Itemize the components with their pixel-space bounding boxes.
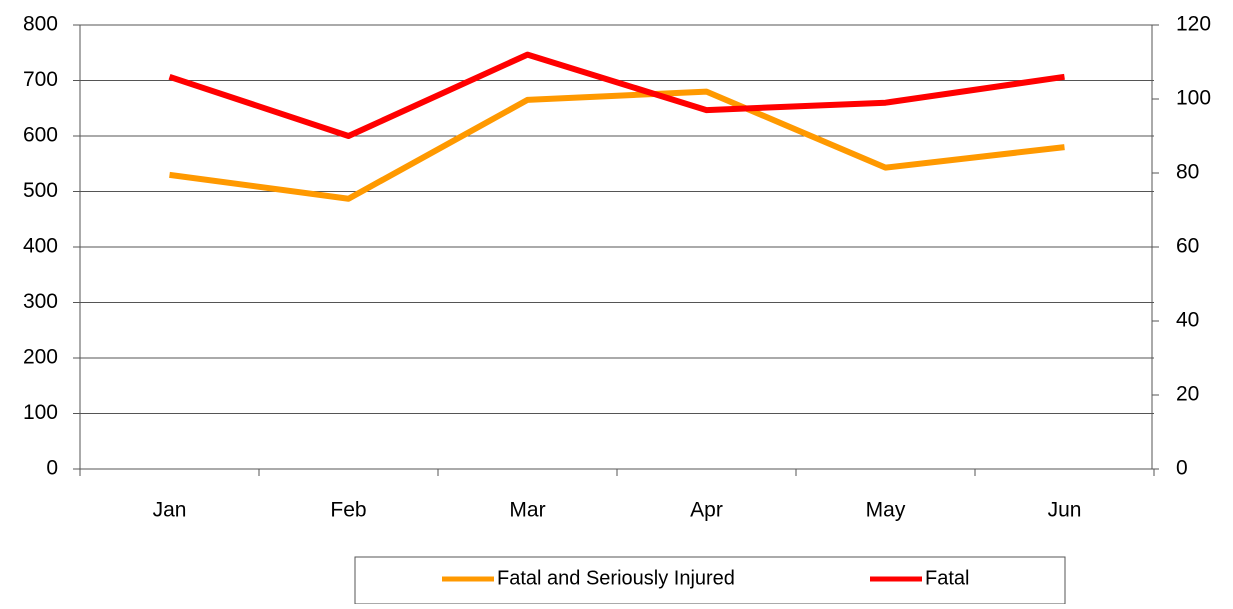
y2-tick-label: 0 xyxy=(1176,457,1188,480)
y2-tick-label: 40 xyxy=(1176,309,1199,332)
series-line xyxy=(168,51,1065,139)
y-tick-label: 100 xyxy=(23,401,58,424)
x-tick-label: Feb xyxy=(330,499,366,522)
y2-tick-label: 120 xyxy=(1176,13,1211,36)
x-tick-label: Apr xyxy=(690,499,723,522)
y-tick-label: 700 xyxy=(23,68,58,91)
y-tick-label: 600 xyxy=(23,124,58,147)
y-tick-label: 0 xyxy=(46,457,58,480)
x-tick-label: Mar xyxy=(509,499,545,522)
x-tick-label: Jun xyxy=(1048,499,1082,522)
series-line xyxy=(169,88,1065,202)
legend-label: Fatal xyxy=(925,567,969,589)
y-tick-label: 400 xyxy=(23,235,58,258)
y2-tick-label: 20 xyxy=(1176,383,1199,406)
y2-tick-label: 60 xyxy=(1176,235,1199,258)
y-tick-label: 500 xyxy=(23,179,58,202)
y2-tick-label: 100 xyxy=(1176,87,1211,110)
y-tick-label: 200 xyxy=(23,346,58,369)
y2-tick-label: 80 xyxy=(1176,161,1199,184)
x-tick-label: Jan xyxy=(153,499,187,522)
y-tick-label: 300 xyxy=(23,290,58,313)
legend-label: Fatal and Seriously Injured xyxy=(497,567,735,589)
y-tick-label: 800 xyxy=(23,13,58,36)
x-tick-label: May xyxy=(866,499,906,522)
